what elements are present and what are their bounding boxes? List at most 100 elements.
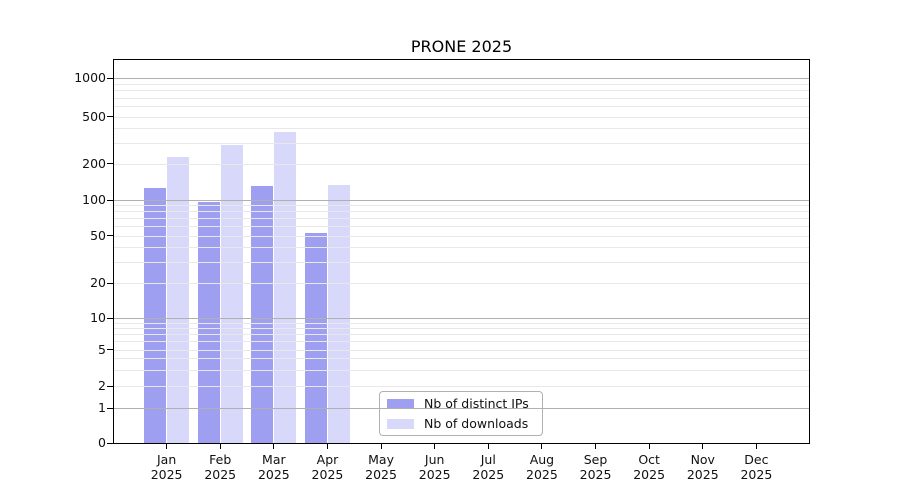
x-tick-month: Jan (156, 452, 177, 467)
x-tick-mark (595, 444, 597, 449)
y-tick-mark (107, 116, 113, 117)
minor-gridline (114, 97, 809, 99)
minor-gridline (114, 226, 809, 228)
legend: Nb of distinct IPs Nb of downloads (379, 391, 543, 436)
minor-gridline (114, 106, 809, 108)
x-tick-month: Mar (262, 452, 286, 467)
y-tick-label: 1000 (74, 70, 106, 85)
y-tick-label: 5 (98, 341, 106, 357)
minor-gridline (114, 247, 809, 249)
legend-label: Nb of downloads (424, 416, 529, 431)
x-tick-year: 2025 (150, 467, 183, 482)
x-tick-year: 2025 (686, 467, 719, 482)
y-tick-label: 100 (82, 192, 106, 207)
legend-item-nb-of-distinct-ips: Nb of distinct IPs (380, 395, 542, 412)
y-tick-mark (107, 385, 113, 387)
minor-gridline (114, 341, 809, 343)
y-tick-label: 10 (90, 310, 106, 325)
minor-gridline (114, 235, 809, 237)
major-gridline (114, 200, 809, 201)
y-tick-label: 2 (98, 378, 106, 393)
x-tick-label: Jul 2025 (460, 452, 516, 482)
y-tick-mark (107, 317, 113, 319)
bar-nb-of-distinct-ips-apr-2025 (304, 232, 327, 443)
minor-gridline (114, 127, 809, 129)
x-tick-year: 2025 (204, 467, 237, 482)
x-tick-month: Aug (529, 452, 555, 467)
x-tick-year: 2025 (526, 467, 558, 482)
minor-gridline (114, 211, 809, 213)
x-tick-year: 2025 (472, 467, 505, 482)
minor-gridline (114, 261, 809, 263)
x-tick-mark (755, 444, 757, 449)
legend-swatch-nb-of-downloads (387, 418, 414, 429)
bar-nb-of-downloads-feb-2025 (220, 144, 243, 443)
bar-nb-of-distinct-ips-mar-2025 (251, 185, 274, 443)
x-tick-label: Feb 2025 (192, 452, 248, 482)
minor-gridline (114, 116, 809, 118)
minor-gridline (114, 205, 809, 207)
y-tick-mark (107, 442, 113, 444)
y-tick-mark (107, 407, 113, 409)
x-tick-label: Sep 2025 (568, 452, 624, 482)
y-tick-mark (107, 282, 113, 284)
x-tick-label: Mar 2025 (246, 452, 302, 482)
x-tick-month: Nov (690, 452, 715, 467)
plot-area (113, 59, 810, 444)
y-tick-mark (107, 235, 113, 236)
x-tick-month: Jun (424, 452, 445, 467)
x-tick-month: Feb (209, 452, 232, 467)
x-tick-label: May 2025 (353, 452, 409, 482)
legend-label: Nb of distinct IPs (424, 396, 529, 411)
x-tick-month: May (368, 452, 394, 467)
minor-gridline (114, 386, 809, 387)
y-tick-label: 50 (90, 227, 106, 243)
x-tick-mark (648, 444, 650, 449)
minor-gridline (114, 283, 809, 284)
chart-title: PRONE 2025 (410, 37, 513, 56)
x-tick-month: Sep (583, 452, 608, 467)
y-tick-label: 200 (82, 155, 106, 171)
x-tick-year: 2025 (365, 467, 397, 482)
y-tick-mark (107, 77, 113, 79)
x-tick-label: Dec 2025 (728, 452, 784, 482)
x-tick-mark (166, 444, 168, 449)
minor-gridline (114, 163, 809, 165)
bar-nb-of-distinct-ips-jan-2025 (144, 187, 167, 443)
x-tick-mark (273, 444, 275, 449)
x-tick-month: Jul (480, 452, 496, 467)
minor-gridline (114, 369, 809, 371)
x-tick-year: 2025 (418, 467, 451, 482)
minor-gridline (114, 358, 809, 360)
x-tick-label: Nov 2025 (675, 452, 731, 482)
y-tick-mark (107, 349, 113, 350)
major-gridline (114, 408, 809, 409)
x-tick-year: 2025 (579, 467, 612, 482)
x-tick-label: Jan 2025 (139, 452, 195, 482)
y-tick-mark (107, 199, 113, 201)
x-tick-year: 2025 (740, 467, 773, 482)
x-tick-mark (702, 444, 704, 449)
x-tick-mark (326, 444, 328, 449)
minor-gridline (114, 334, 809, 336)
x-tick-mark (487, 444, 489, 449)
major-gridline (114, 318, 809, 319)
y-tick-label: 1 (98, 400, 106, 415)
minor-gridline (114, 322, 809, 324)
minor-gridline (114, 328, 809, 330)
x-tick-mark (541, 444, 543, 449)
x-tick-label: Aug 2025 (514, 452, 570, 482)
x-tick-month: Dec (744, 452, 769, 467)
x-tick-label: Jun 2025 (407, 452, 463, 482)
x-tick-label: Apr 2025 (299, 452, 355, 482)
legend-swatch-nb-of-distinct-ips (387, 398, 414, 409)
minor-gridline (114, 349, 809, 351)
x-tick-month: Oct (638, 452, 660, 467)
bar-nb-of-downloads-jan-2025 (167, 156, 190, 443)
x-tick-year: 2025 (633, 467, 666, 482)
x-tick-year: 2025 (311, 467, 344, 482)
y-tick-mark (107, 163, 113, 164)
major-gridline (114, 78, 809, 79)
x-tick-label: Oct 2025 (621, 452, 677, 482)
